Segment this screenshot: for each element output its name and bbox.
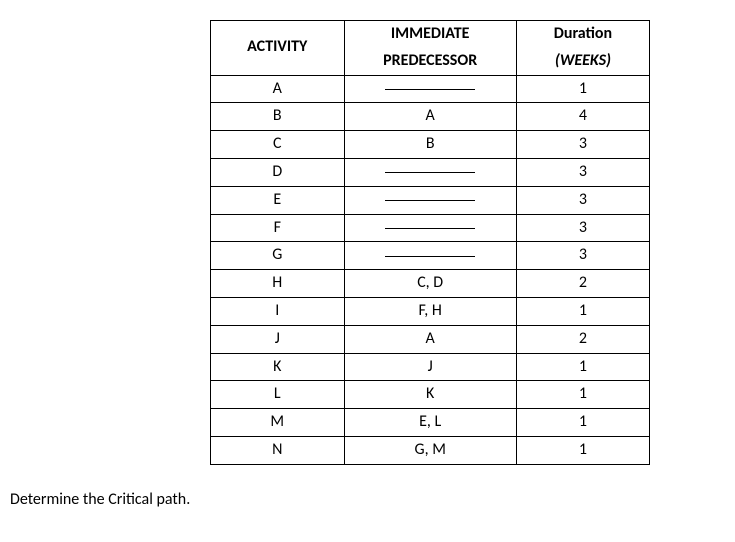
- cell-predecessor: [344, 186, 516, 214]
- cell-duration: 2: [516, 325, 649, 353]
- cell-predecessor: B: [344, 131, 516, 159]
- cell-predecessor: E, L: [344, 409, 516, 437]
- cell-duration: 3: [516, 186, 649, 214]
- table-row: IF, H1: [211, 297, 650, 325]
- cell-predecessor: A: [344, 325, 516, 353]
- table-row: E3: [211, 186, 650, 214]
- cell-activity: E: [211, 186, 345, 214]
- cell-predecessor: [344, 242, 516, 270]
- table-row: HC, D2: [211, 270, 650, 298]
- table-row: G3: [211, 242, 650, 270]
- header-duration-line1: Duration: [516, 21, 649, 48]
- cell-activity: B: [211, 103, 345, 131]
- cell-predecessor: K: [344, 381, 516, 409]
- cell-activity: C: [211, 131, 345, 159]
- blank-line: [385, 171, 475, 173]
- cell-predecessor: [344, 75, 516, 103]
- blank-line: [385, 199, 475, 201]
- cell-activity: I: [211, 297, 345, 325]
- header-duration-line2: (WEEKS): [516, 48, 649, 75]
- blank-line: [385, 255, 475, 257]
- table-row: JA2: [211, 325, 650, 353]
- table-row: CB3: [211, 131, 650, 159]
- cell-activity: D: [211, 158, 345, 186]
- header-predecessor-line2: PREDECESSOR: [344, 48, 516, 75]
- cell-activity: L: [211, 381, 345, 409]
- table-row: F3: [211, 214, 650, 242]
- table-header: ACTIVITY IMMEDIATE Duration PREDECESSOR …: [211, 21, 650, 76]
- table-row: D3: [211, 158, 650, 186]
- cell-activity: H: [211, 270, 345, 298]
- blank-line: [385, 227, 475, 229]
- cell-predecessor: [344, 214, 516, 242]
- blank-line: [385, 88, 475, 90]
- cell-predecessor: J: [344, 353, 516, 381]
- cell-activity: M: [211, 409, 345, 437]
- cell-duration: 3: [516, 158, 649, 186]
- cell-activity: A: [211, 75, 345, 103]
- cell-predecessor: G, M: [344, 436, 516, 464]
- cell-activity: F: [211, 214, 345, 242]
- cell-activity: N: [211, 436, 345, 464]
- cell-duration: 1: [516, 75, 649, 103]
- cell-activity: J: [211, 325, 345, 353]
- cell-duration: 1: [516, 353, 649, 381]
- cell-duration: 4: [516, 103, 649, 131]
- cell-predecessor: A: [344, 103, 516, 131]
- table-row: LK1: [211, 381, 650, 409]
- cell-duration: 3: [516, 242, 649, 270]
- activity-table: ACTIVITY IMMEDIATE Duration PREDECESSOR …: [210, 20, 650, 465]
- prompt-text: Determine the Critical path.: [10, 490, 725, 509]
- cell-activity: G: [211, 242, 345, 270]
- table-row: NG, M1: [211, 436, 650, 464]
- cell-duration: 1: [516, 436, 649, 464]
- table-row: KJ1: [211, 353, 650, 381]
- cell-duration: 1: [516, 381, 649, 409]
- header-activity: ACTIVITY: [211, 21, 345, 76]
- cell-predecessor: [344, 158, 516, 186]
- table-body: A1BA4CB3D3E3F3G3HC, D2IF, H1JA2KJ1LK1ME,…: [211, 75, 650, 464]
- cell-duration: 2: [516, 270, 649, 298]
- cell-predecessor: F, H: [344, 297, 516, 325]
- table-row: BA4: [211, 103, 650, 131]
- cell-activity: K: [211, 353, 345, 381]
- table-row: ME, L1: [211, 409, 650, 437]
- cell-duration: 3: [516, 131, 649, 159]
- cell-duration: 1: [516, 297, 649, 325]
- cell-predecessor: C, D: [344, 270, 516, 298]
- table-row: A1: [211, 75, 650, 103]
- header-predecessor-line1: IMMEDIATE: [344, 21, 516, 48]
- cell-duration: 3: [516, 214, 649, 242]
- cell-duration: 1: [516, 409, 649, 437]
